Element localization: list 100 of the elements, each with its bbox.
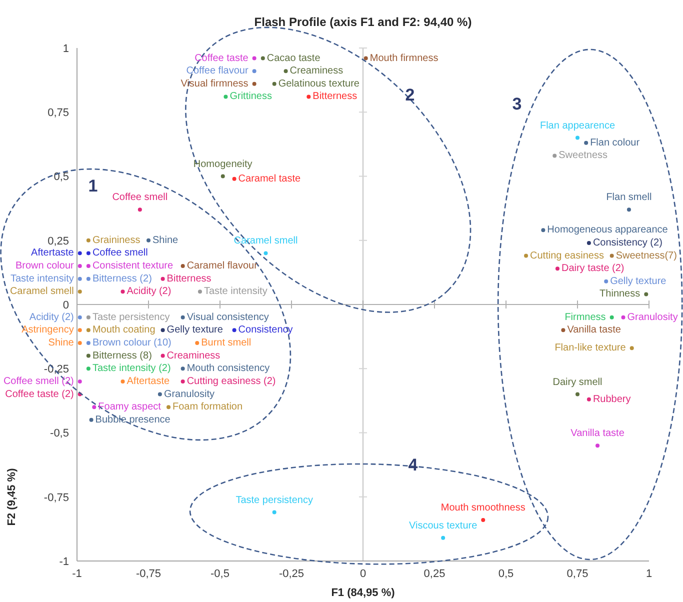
y-tick-label: 0,25 xyxy=(48,235,69,248)
y-tick-label: 0 xyxy=(62,299,69,312)
x-tick-label: -0,75 xyxy=(136,568,162,580)
point xyxy=(232,328,236,332)
series-label: Granulosity xyxy=(164,388,215,400)
series-label: Thinness xyxy=(600,288,640,300)
series-label: Taste intensity (2) xyxy=(92,363,171,374)
series-label: Grittiness xyxy=(230,91,272,102)
point xyxy=(626,208,631,212)
series-label: Mouth firmness xyxy=(370,52,438,64)
point xyxy=(364,56,368,60)
series-label: Coffee taste (2) xyxy=(5,388,74,400)
y-tick-label: -1 xyxy=(59,556,69,568)
series-label: Rubbery xyxy=(592,394,631,405)
series-label: Flan appearence xyxy=(540,120,616,132)
series-label: Granulosity xyxy=(627,312,678,323)
point xyxy=(78,340,82,345)
y-tick-label: 1 xyxy=(62,42,69,55)
point xyxy=(198,290,202,294)
series-label: Creaminess xyxy=(166,350,220,362)
annotation: 4 xyxy=(408,456,418,474)
annotation: 2 xyxy=(405,86,415,104)
point xyxy=(272,82,276,86)
series-label: Coffee smell (2) xyxy=(3,376,74,387)
series-label: Homogeneous appareance xyxy=(547,224,668,236)
point xyxy=(584,140,588,145)
series-label: Cacao taste xyxy=(266,52,321,64)
point xyxy=(89,418,94,422)
point xyxy=(180,379,185,384)
series-label: Bitterness (8) xyxy=(92,350,152,362)
point xyxy=(576,136,580,140)
series-label: Caramel smell xyxy=(10,286,74,298)
y-tick-label: 0,5 xyxy=(54,171,69,184)
series-label: Shine xyxy=(48,337,74,348)
x-tick-label: -0,5 xyxy=(210,568,230,580)
point xyxy=(630,346,634,350)
point xyxy=(272,510,276,514)
x-tick-label: -0,25 xyxy=(278,568,304,580)
x-tick-label: 0,75 xyxy=(566,568,588,580)
series-label: Dairy smell xyxy=(552,376,602,388)
point xyxy=(232,176,236,181)
y-tick-label: 0,75 xyxy=(48,107,69,120)
point xyxy=(541,228,546,232)
point xyxy=(160,276,165,281)
series-label: Sweetness xyxy=(558,150,608,162)
point xyxy=(78,290,82,294)
series-label: Caramel taste xyxy=(238,173,301,184)
point xyxy=(78,276,82,281)
point xyxy=(586,397,591,402)
point xyxy=(596,444,600,448)
point xyxy=(481,518,486,522)
point xyxy=(160,328,165,332)
point xyxy=(610,254,614,258)
series-label: Cutting easiness (2) xyxy=(186,376,276,387)
point xyxy=(610,315,614,320)
series-label: Visual consistency xyxy=(186,312,269,323)
y-tick-label: -0,5 xyxy=(50,428,69,440)
point xyxy=(264,251,268,256)
point xyxy=(561,328,566,332)
point xyxy=(86,315,90,320)
point xyxy=(180,366,185,371)
point xyxy=(78,264,82,268)
series-label: Foamy aspect xyxy=(98,402,162,413)
series-label: Acidity (2) xyxy=(126,286,172,298)
point xyxy=(576,392,580,396)
series-label: Gelly texture xyxy=(610,276,667,287)
series-label: Firmness xyxy=(564,312,606,323)
point xyxy=(644,292,648,296)
point xyxy=(260,56,265,60)
series-label: Visual firmness xyxy=(180,78,248,90)
point xyxy=(604,279,608,284)
series-label: Bitterness xyxy=(312,91,358,102)
series-label: Aftertaste xyxy=(31,248,74,259)
point xyxy=(252,82,256,86)
series-label: Graininess xyxy=(92,234,140,246)
y-axis-title: F2 (9,45 %) xyxy=(6,468,18,526)
series-label: Coffee smell xyxy=(92,248,148,259)
point xyxy=(586,240,591,245)
annotation: 3 xyxy=(512,94,522,114)
series-label: Flan-like texture xyxy=(554,342,626,354)
series-label: Flan smell xyxy=(606,192,652,204)
series-label: Vanilla taste xyxy=(567,324,622,336)
series-label: Coffee flavour xyxy=(186,66,249,77)
point xyxy=(252,69,256,74)
series-label: Gelatinous texture xyxy=(278,78,360,90)
series-label: Consistency (2) xyxy=(592,237,662,248)
point xyxy=(552,154,557,158)
point xyxy=(224,94,228,99)
x-axis-title: F1 (84,95 %) xyxy=(331,587,396,599)
point xyxy=(86,276,90,281)
point xyxy=(146,238,150,242)
point xyxy=(441,536,446,540)
point xyxy=(166,405,171,410)
series-label: Gelly texture xyxy=(166,324,224,336)
point xyxy=(86,328,90,332)
point xyxy=(86,251,90,256)
series-label: Mouth coating xyxy=(92,324,156,336)
series-label: Aftertaste xyxy=(126,376,170,387)
point xyxy=(78,379,82,384)
point xyxy=(306,94,311,99)
